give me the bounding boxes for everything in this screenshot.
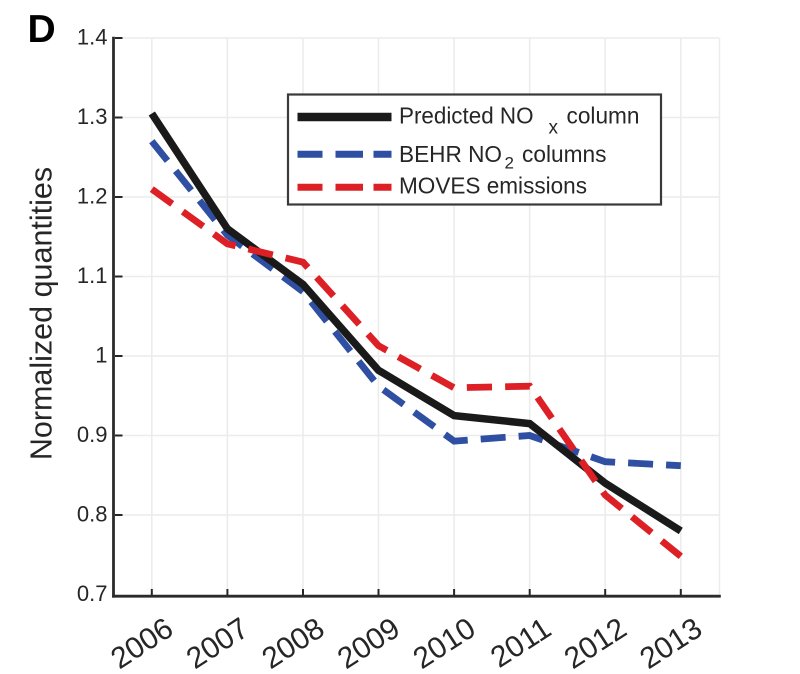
svg-text:0.9: 0.9 bbox=[77, 422, 108, 447]
svg-text:1: 1 bbox=[95, 343, 107, 368]
svg-text:1.4: 1.4 bbox=[77, 25, 108, 50]
svg-text:Predicted NO: Predicted NO bbox=[399, 103, 534, 129]
svg-text:2: 2 bbox=[505, 154, 514, 173]
svg-text:columns: columns bbox=[522, 141, 607, 167]
svg-text:1.2: 1.2 bbox=[77, 184, 108, 209]
svg-text:D: D bbox=[28, 8, 56, 51]
svg-text:Normalized quantities: Normalized quantities bbox=[25, 167, 59, 460]
svg-text:column: column bbox=[567, 103, 640, 129]
svg-text:x: x bbox=[549, 118, 559, 139]
svg-text:1.3: 1.3 bbox=[77, 104, 108, 129]
svg-text:0.7: 0.7 bbox=[77, 581, 108, 606]
svg-text:0.8: 0.8 bbox=[77, 502, 108, 527]
svg-text:1.1: 1.1 bbox=[77, 263, 108, 288]
svg-text:MOVES emissions: MOVES emissions bbox=[399, 173, 587, 199]
svg-text:BEHR NO: BEHR NO bbox=[399, 141, 502, 167]
